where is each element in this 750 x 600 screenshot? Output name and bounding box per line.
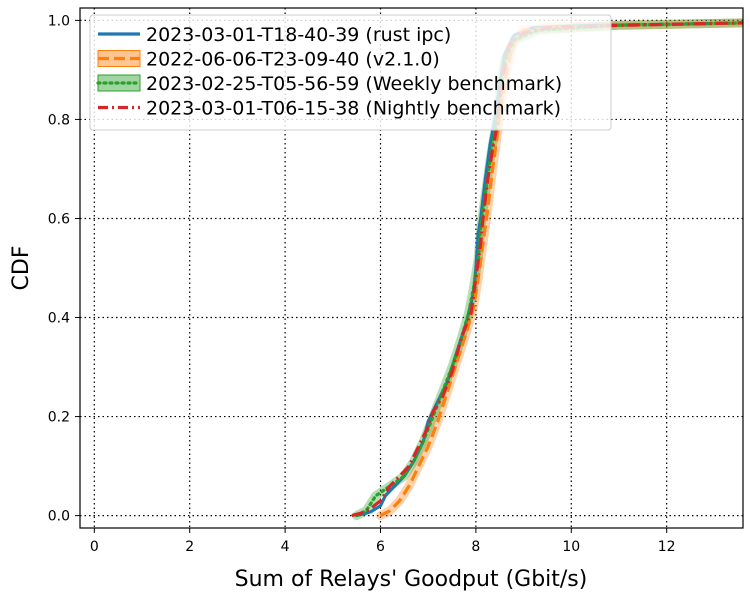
y-axis-label: CDF	[9, 246, 34, 291]
x-tick-label: 8	[471, 539, 480, 555]
plot-frame	[79, 7, 744, 529]
y-tick-label: 0.4	[48, 311, 70, 327]
y-tick-label: 0.8	[48, 112, 70, 128]
y-tick-label: 1.0	[48, 13, 70, 29]
x-tick-label: 10	[562, 539, 580, 555]
legend-box	[89, 14, 612, 131]
legend-label: 2023-02-25-T05-56-59 (Weekly benchmark)	[146, 73, 562, 95]
x-tick-label: 0	[90, 539, 99, 555]
x-axis-label: Sum of Relays' Goodput (Gbit/s)	[235, 567, 588, 592]
legend-label: 2022-06-06-T23-09-40 (v2.1.0)	[146, 49, 440, 71]
axis-ticks: 0 2 4 6 8 10 12 0.0 0.2 0.4 0.6 0.8 1.0	[48, 13, 676, 555]
legend-label: 2023-03-01-T18-40-39 (rust ipc)	[146, 24, 451, 46]
series-line	[379, 21, 743, 518]
x-tick-label: 2	[185, 539, 194, 555]
y-tick-label: 0.0	[48, 509, 70, 525]
x-tick-label: 12	[658, 539, 676, 555]
legend-label: 2023-03-01-T06-15-38 (Nightly benchmark)	[146, 98, 561, 120]
x-tick-label: 6	[376, 539, 385, 555]
y-tick-label: 0.2	[48, 410, 70, 426]
y-tick-label: 0.6	[48, 211, 70, 227]
x-tick-label: 4	[281, 539, 290, 555]
legend: 2023-03-01-T18-40-39 (rust ipc) 2022-06-0…	[89, 14, 612, 131]
